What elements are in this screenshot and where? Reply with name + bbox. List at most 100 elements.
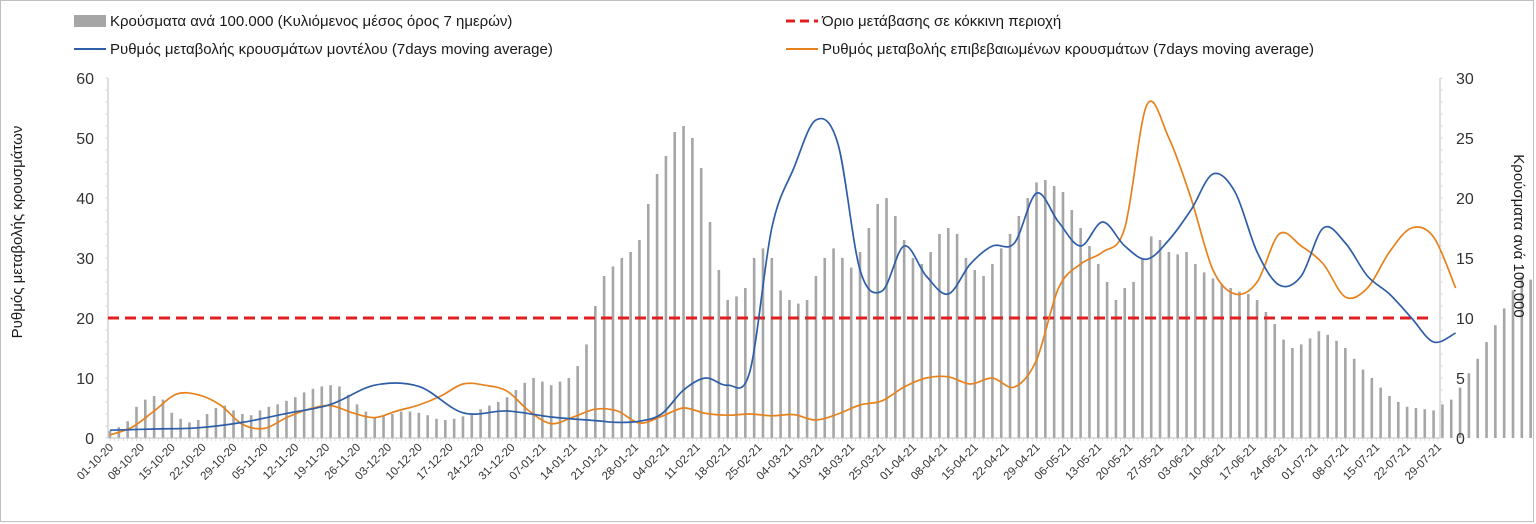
bar-13 <box>223 405 227 438</box>
bar-36 <box>426 415 429 438</box>
bar-106 <box>1044 180 1047 438</box>
bar-35 <box>417 412 421 438</box>
y-left-tick-label: 40 <box>76 191 94 208</box>
y-right-tick-label: 5 <box>1456 371 1465 388</box>
bar-32 <box>391 414 394 438</box>
bar-79 <box>805 300 809 438</box>
bar-84 <box>849 267 853 438</box>
bar-83 <box>841 258 844 438</box>
bar-30 <box>373 417 377 438</box>
bar-29 <box>364 411 368 438</box>
bar-66 <box>691 138 694 438</box>
legend-label: Όριο μετάβασης σε κόκκινη περιοχή <box>821 13 1061 30</box>
bar-3 <box>135 406 138 438</box>
bar-107 <box>1052 186 1056 438</box>
bar-120 <box>1167 252 1171 438</box>
bar-111 <box>1088 246 1091 438</box>
bar-133 <box>1282 339 1285 438</box>
bar-118 <box>1149 236 1153 438</box>
bar-89 <box>894 216 897 438</box>
bar-78 <box>796 303 800 438</box>
y-left-tick-label: 30 <box>76 251 94 268</box>
bar-95 <box>946 228 950 438</box>
bar-69 <box>717 270 721 438</box>
y-left-tick-label: 50 <box>76 131 94 148</box>
bar-156 <box>1485 342 1488 438</box>
bar-91 <box>911 258 915 438</box>
bar-74 <box>761 248 765 438</box>
bar-88 <box>885 198 888 438</box>
bar-102 <box>1008 234 1012 438</box>
bar-124 <box>1202 272 1206 438</box>
bar-145 <box>1388 396 1391 438</box>
tick-labels: 010203040506005101520253001-10-2008-10-2… <box>75 71 1474 483</box>
bar-77 <box>788 300 791 438</box>
bar-58 <box>620 258 624 438</box>
line-series <box>109 100 1457 436</box>
bar-160 <box>1520 276 1524 438</box>
bar-122 <box>1185 252 1188 438</box>
bar-158 <box>1502 308 1506 438</box>
bar-39 <box>452 418 456 438</box>
y-axis-title-right: Κρούσματα ανά 100.000 <box>1510 154 1527 317</box>
bar-10 <box>196 420 200 438</box>
legend-swatch-cases <box>74 15 106 27</box>
y-right-tick-label: 30 <box>1456 71 1474 88</box>
bar-123 <box>1194 264 1197 438</box>
y-left-tick-label: 20 <box>76 311 94 328</box>
bar-98 <box>973 270 977 438</box>
bar-148 <box>1414 408 1418 438</box>
bar-109 <box>1070 210 1074 438</box>
bar-147 <box>1405 406 1409 438</box>
bar-11 <box>205 414 209 438</box>
bar-159 <box>1511 290 1515 438</box>
bar-92 <box>920 264 924 438</box>
y-right-tick-label: 25 <box>1456 131 1474 148</box>
bar-47 <box>523 382 527 438</box>
bar-70 <box>726 300 729 438</box>
bar-6 <box>161 399 165 438</box>
bar-7 <box>170 412 174 438</box>
legend-label: Ρυθμός μεταβολής κρουσμάτων μοντέλου (7d… <box>110 41 553 58</box>
legend-label: Ρυθμός μεταβολής επιβεβαιωμένων κρουσμάτ… <box>822 41 1314 58</box>
bar-117 <box>1141 258 1144 438</box>
bar-63 <box>664 156 668 438</box>
bar-112 <box>1096 264 1100 438</box>
bar-45 <box>505 397 509 438</box>
bar-75 <box>770 258 774 438</box>
bar-129 <box>1246 294 1250 438</box>
y-right-tick-label: 15 <box>1456 251 1474 268</box>
bar-154 <box>1467 373 1471 438</box>
bar-101 <box>999 248 1003 438</box>
legend-label: Κρούσματα ανά 100.000 (Κυλιόμενος μέσος … <box>110 13 512 30</box>
bar-61 <box>646 204 650 438</box>
bar-42 <box>479 409 482 438</box>
bar-127 <box>1229 288 1232 438</box>
bar-37 <box>435 418 438 438</box>
bar-108 <box>1061 192 1065 438</box>
bar-34 <box>408 411 412 438</box>
bar-24 <box>320 386 324 438</box>
bar-54 <box>585 344 588 438</box>
bar-100 <box>991 264 994 438</box>
bar-146 <box>1396 402 1400 438</box>
bar-46 <box>514 390 518 438</box>
bar-93 <box>929 252 932 438</box>
bar-87 <box>876 204 879 438</box>
bar-86 <box>867 228 871 438</box>
y-axis-title-left: Ρυθμός μεταβολής κρουσμάτων <box>9 126 26 339</box>
bar-80 <box>814 276 818 438</box>
bar-97 <box>964 258 968 438</box>
y-left-tick-label: 60 <box>76 71 94 88</box>
bar-50 <box>549 385 553 438</box>
y-left-tick-label: 0 <box>85 431 94 448</box>
bar-119 <box>1158 240 1162 438</box>
bar-103 <box>1017 216 1021 438</box>
model-rate-line <box>109 117 1457 432</box>
bar-38 <box>444 420 447 438</box>
bar-28 <box>355 404 359 438</box>
bar-151 <box>1441 404 1444 438</box>
bar-52 <box>567 378 571 438</box>
bar-71 <box>735 296 738 438</box>
